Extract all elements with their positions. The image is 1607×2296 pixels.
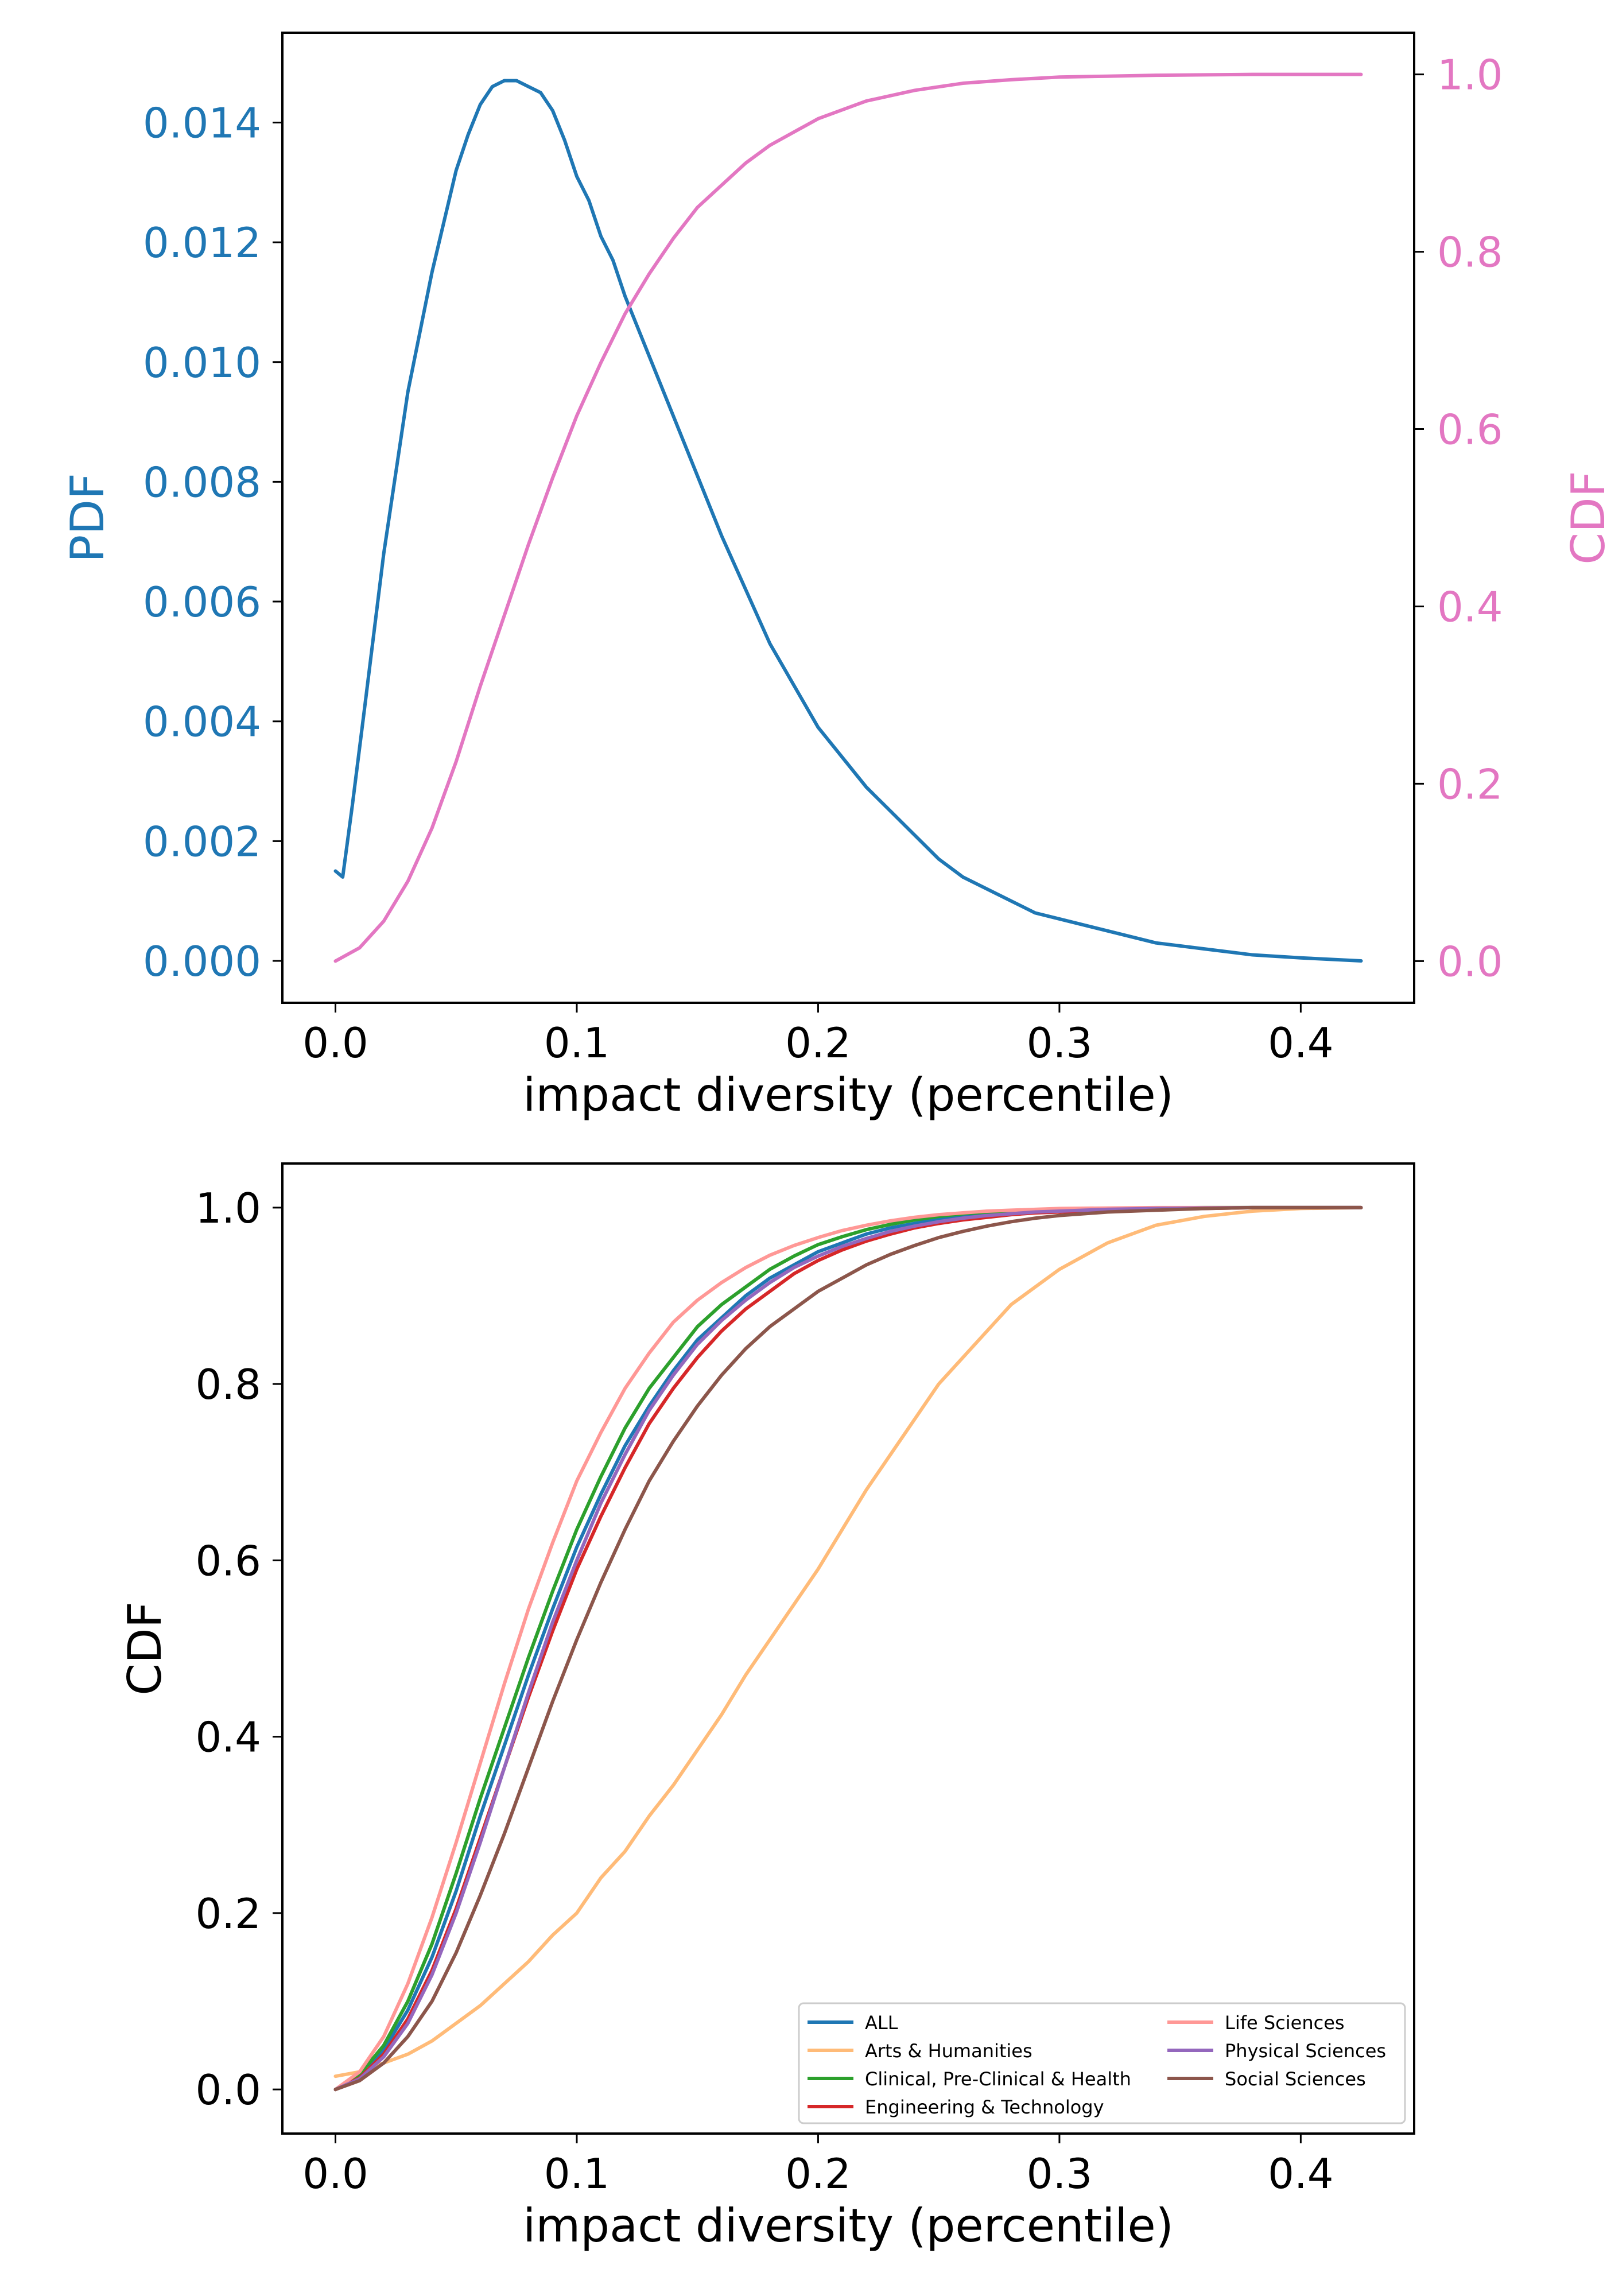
- y-tick-label-right: 0.4: [1437, 583, 1503, 631]
- x-tick-label: 0.3: [1027, 1019, 1093, 1067]
- pdf-cdf-chart: 0.0 0.1 0.2 0.3 0.4 0.0000.0020.0040.0060.00…: [61, 32, 1607, 1122]
- x-tick-label: 0.4: [1268, 1019, 1334, 1067]
- y-tick-label-right: 0.6: [1437, 406, 1503, 454]
- chart1-series-layer: [333, 72, 1363, 963]
- series-line-physical-sciences: [333, 1205, 1363, 2092]
- cdf-by-field-chart: 0.0 0.1 0.2 0.3 0.4 0.0 0.2 0.4 0.6 0.8 1.0 impac…: [118, 1162, 1415, 2252]
- y-tick-label: 0.6: [195, 1537, 261, 1585]
- x-tick-label: 0.2: [785, 1019, 851, 1067]
- chart2-x-ticks: 0.0 0.1 0.2 0.3 0.4: [302, 2134, 1334, 2198]
- x-tick-label: 0.0: [302, 1019, 368, 1067]
- legend-entry-label: Social Sciences: [1225, 2068, 1366, 2090]
- series-line-arts-humanities: [333, 1205, 1363, 2078]
- x-tick-label: 0.4: [1268, 2150, 1334, 2198]
- cdf-series-line: [333, 72, 1363, 963]
- chart1-y-ticks-left: 0.000 0.002 0.004 0.006 0.008 0.010 0.012 0.014: [143, 99, 282, 986]
- x-tick-label: 0.0: [302, 2150, 368, 2198]
- chart2-x-axis-label: impact diversity (percentile): [523, 2199, 1174, 2252]
- chart1-x-axis-label: impact diversity (percentile): [523, 1068, 1174, 1122]
- legend-frame: [798, 2002, 1406, 2124]
- y-tick-label-right: 0.8: [1437, 228, 1503, 277]
- chart2-y-axis-label: CDF: [118, 1601, 172, 1695]
- legend-entry-label: Arts & Humanities: [865, 2040, 1032, 2062]
- chart1-plot-frame: [281, 32, 1415, 1004]
- x-tick-label: 0.1: [544, 2150, 610, 2198]
- y-tick-label: 0.002: [143, 817, 261, 866]
- series-line-social-sciences: [333, 1205, 1363, 2092]
- y-tick-label-right: 0.0: [1437, 937, 1503, 986]
- y-tick-label: 0.010: [143, 339, 261, 387]
- y-tick-label: 0.4: [195, 1713, 261, 1762]
- chart2-y-ticks: 0.0 0.2 0.4 0.6 0.8 1.0: [195, 1184, 282, 2114]
- chart2-legend: ALL Arts & Humanities Clinical, Pre-Clinic…: [798, 2002, 1406, 2124]
- y-tick-label-right: 0.2: [1437, 760, 1503, 808]
- y-tick-label: 0.0: [195, 2066, 261, 2114]
- legend-entry-label: Physical Sciences: [1225, 2040, 1386, 2062]
- x-tick-label: 0.3: [1027, 2150, 1093, 2198]
- chart1-y-axis-label-left: PDF: [61, 473, 114, 563]
- chart2-series-layer: [333, 1205, 1363, 2092]
- chart1-x-ticks: 0.0 0.1 0.2 0.3 0.4: [302, 1003, 1334, 1067]
- x-tick-label: 0.2: [785, 2150, 851, 2198]
- pdf-series-line: [333, 79, 1363, 963]
- y-tick-label: 0.008: [143, 458, 261, 506]
- legend-entry-label: ALL: [865, 2012, 898, 2034]
- y-tick-label: 0.014: [143, 99, 261, 147]
- legend-entry-label: Life Sciences: [1225, 2012, 1345, 2034]
- legend-entry-label: Clinical, Pre-Clinical & Health: [865, 2068, 1131, 2090]
- y-tick-label: 0.000: [143, 937, 261, 986]
- y-tick-label: 0.2: [195, 1890, 261, 1938]
- chart1-y-ticks-right: 0.0 0.2 0.4 0.6 0.8 1.0: [1414, 51, 1503, 986]
- y-tick-label: 0.004: [143, 698, 261, 746]
- y-tick-label: 0.8: [195, 1360, 261, 1409]
- y-tick-label-right: 1.0: [1437, 51, 1503, 99]
- legend-entry-label: Engineering & Technology: [865, 2096, 1104, 2118]
- chart2-plot-frame: [281, 1162, 1415, 2135]
- y-tick-label: 1.0: [195, 1184, 261, 1232]
- x-tick-label: 0.1: [544, 1019, 610, 1067]
- chart1-y-axis-label-right: CDF: [1562, 471, 1607, 564]
- y-tick-label: 0.006: [143, 578, 261, 626]
- series-line-life-sciences: [333, 1205, 1363, 2092]
- y-tick-label: 0.012: [143, 219, 261, 267]
